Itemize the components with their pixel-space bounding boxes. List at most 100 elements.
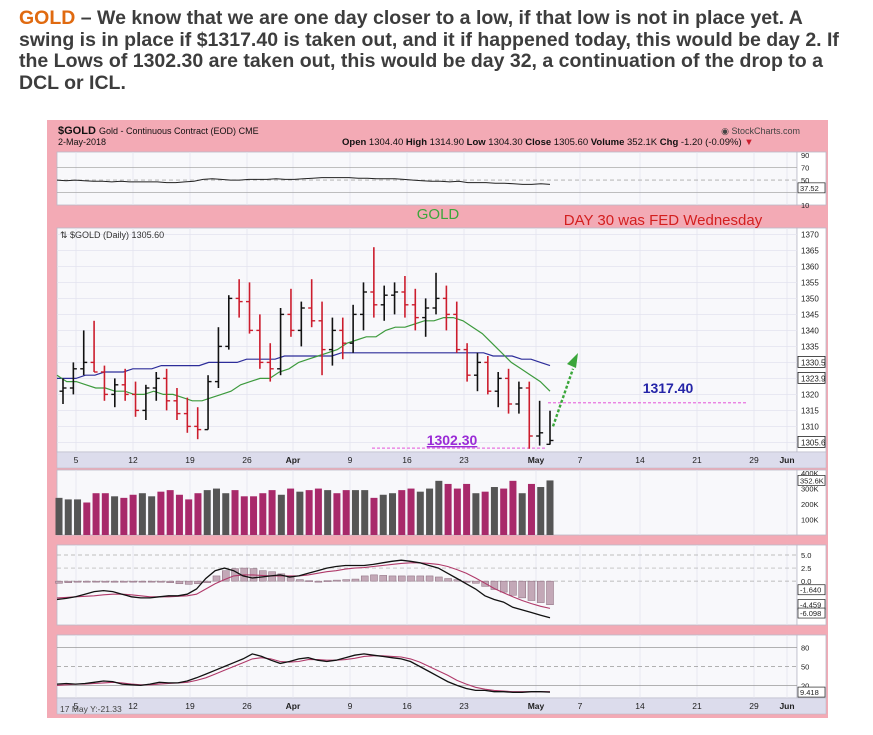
- volume-bar-29: [324, 490, 332, 535]
- price-tick-4: 1350: [801, 294, 819, 303]
- macd-last-box-0: [797, 584, 826, 596]
- volume-bar-49: [509, 480, 517, 535]
- volume-bar-35: [379, 494, 387, 535]
- volume-bar-47: [490, 487, 498, 535]
- macd-last-box-2: [797, 607, 826, 619]
- ohlc-bar-8: [142, 384, 150, 420]
- volume-bar-14: [185, 499, 193, 535]
- ohlc-bar-14: [204, 375, 212, 431]
- rsi-last-label: 37.52: [800, 184, 819, 193]
- ohlc-bar-4: [100, 365, 108, 401]
- macd-tick-0: 5.0: [801, 551, 811, 560]
- macd-tick-2: 0.0: [801, 577, 811, 586]
- macd-hist-40: [425, 575, 434, 582]
- stoch-fast-line: [56, 653, 551, 693]
- macd-hist-27: [305, 580, 313, 582]
- ohlc-bar-28: [349, 304, 357, 353]
- panel-price: [56, 227, 798, 453]
- macd-hist-29: [323, 580, 332, 582]
- volume-bar-37: [398, 490, 406, 535]
- ohlc-bar-32: [391, 282, 399, 315]
- volume-bar-0: [55, 497, 63, 535]
- article-text: – We know that we are one day closer to …: [19, 7, 839, 94]
- ohlc-bar-9: [152, 372, 160, 401]
- macd-hist-49: [509, 580, 517, 596]
- macd-hist-5: [101, 580, 110, 583]
- macd-hist-25: [286, 577, 295, 582]
- price-tick-6: 1340: [801, 326, 819, 335]
- ohlc-bar-35: [422, 298, 430, 337]
- macd-hist-13: [175, 580, 184, 585]
- macd-hist-41: [435, 576, 443, 582]
- x-tick-top-2: 19: [185, 455, 195, 465]
- ohlc-bar-11: [173, 388, 181, 420]
- ohlc-bar-1: [69, 362, 77, 395]
- volume-bar-45: [472, 493, 480, 535]
- price-tick-3: 1355: [801, 278, 819, 287]
- x-tick-bottom-0: 5: [74, 701, 79, 711]
- volume-bar-23: [268, 490, 276, 535]
- panel-rsi: [56, 151, 798, 206]
- x-tick-bottom-12: 29: [749, 701, 759, 711]
- x-tick-bottom-10: 14: [635, 701, 645, 711]
- volume-bar-4: [92, 493, 100, 535]
- ohlc-bar-24: [308, 279, 316, 328]
- panel-macd: [56, 544, 798, 626]
- ohlc-label-0: Open: [342, 137, 369, 148]
- volume-bar-44: [463, 483, 471, 535]
- volume-bar-28: [314, 488, 322, 535]
- volume-bar-42: [444, 483, 452, 535]
- volume-bar-36: [389, 493, 397, 535]
- low-level-label: 1302.30: [427, 432, 478, 448]
- vol-tick-3: 100K: [801, 516, 819, 525]
- volume-bar-24: [277, 494, 285, 535]
- price-tick-10: 1320: [801, 390, 819, 399]
- x-tick-top-4: Apr: [286, 455, 301, 465]
- rsi-tick-1: 70: [801, 164, 809, 173]
- ohlc-bar-46: [536, 400, 544, 446]
- macd-hist-45: [472, 580, 480, 584]
- macd-hist-36: [388, 575, 397, 582]
- projection-arrow-line: [551, 368, 575, 427]
- macd-hist-12: [166, 580, 174, 583]
- ohlc-bar-23: [297, 301, 305, 347]
- x-tick-bottom-8: May: [528, 701, 545, 711]
- x-tick-bottom-9: 7: [578, 701, 583, 711]
- macd-hist-50: [518, 580, 526, 599]
- volume-bar-15: [194, 493, 202, 535]
- x-tick-top-3: 26: [242, 455, 252, 465]
- macd-hist-14: [184, 580, 193, 585]
- volume-bar-17: [212, 488, 220, 535]
- ohlc-bar-13: [194, 407, 202, 440]
- macd-hist-4: [92, 580, 100, 583]
- ohlc-bar-27: [339, 317, 347, 360]
- volume-bar-5: [101, 493, 109, 535]
- fed-note: DAY 30 was FED Wednesday: [564, 212, 763, 229]
- volume-bar-53: [546, 480, 554, 535]
- ohlc-bar-30: [370, 247, 378, 318]
- ohlc-bar-20: [266, 343, 274, 382]
- volume-bar-12: [166, 490, 174, 535]
- article-paragraph: GOLD – We know that we are one day close…: [19, 7, 854, 94]
- x-tick-top-9: 7: [578, 455, 583, 465]
- macd-hist-10: [147, 580, 156, 583]
- macd-last-label-2: -6.098: [800, 609, 821, 618]
- price-tick-12: 1310: [801, 422, 819, 431]
- ma-short-line: [56, 317, 551, 402]
- macd-hist-15: [194, 580, 202, 585]
- volume-bar-43: [453, 488, 461, 535]
- volume-bar-34: [370, 497, 378, 535]
- x-tick-top-8: May: [528, 455, 545, 465]
- ohlc-summary: Open 1304.40 High 1314.90 Low 1304.30 Cl…: [342, 137, 754, 148]
- vol-last-label: 352.6K: [800, 476, 824, 485]
- macd-hist-7: [120, 580, 128, 583]
- ohlc-bar-6: [121, 368, 129, 401]
- volume-bar-16: [203, 490, 211, 535]
- macd-hist-33: [360, 575, 369, 582]
- ohlc-bar-37: [442, 285, 450, 331]
- x-tick-bottom-11: 21: [692, 701, 702, 711]
- x-tick-top-0: 5: [74, 455, 79, 465]
- price-tick-box-9: [797, 371, 826, 384]
- ohlc-bar-16: [225, 295, 233, 350]
- volume-bar-41: [435, 480, 443, 535]
